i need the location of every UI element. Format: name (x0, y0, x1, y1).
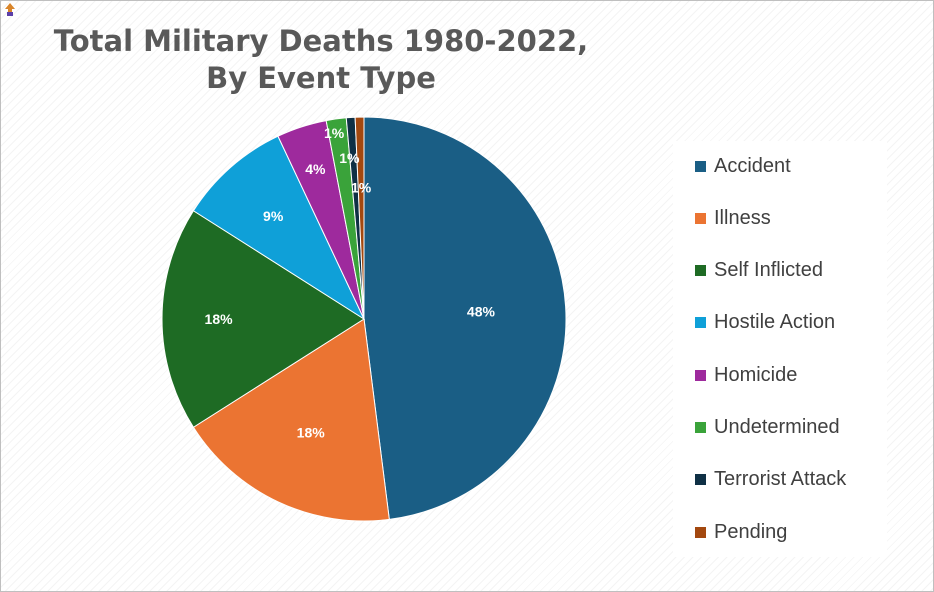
pie-slice-self-inflicted[interactable] (161, 210, 365, 428)
legend-item-homicide[interactable]: Homicide (695, 362, 797, 388)
data-label-homicide: 4% (305, 161, 326, 177)
data-label-pending: 1% (351, 180, 372, 196)
legend-swatch-homicide (695, 369, 706, 381)
legend-item-terrorist-attack[interactable]: Terrorist Attack (695, 467, 846, 493)
legend-item-hostile-action[interactable]: Hostile Action (695, 310, 835, 336)
legend-label-hostile-action: Hostile Action (714, 311, 836, 334)
chart-title-line-1: Total Military Deaths 1980-2022, (53, 24, 589, 58)
legend-label-terrorist-attack: Terrorist Attack (714, 468, 847, 491)
legend-swatch-pending (695, 526, 706, 538)
legend-label-accident: Accident (714, 154, 791, 177)
legend-label-homicide: Homicide (714, 363, 798, 386)
legend-swatch-undetermined (695, 422, 706, 433)
legend-label-illness: Illness (714, 206, 771, 229)
resize-handle-icon (5, 3, 15, 16)
pie-slice-illness[interactable] (192, 318, 390, 522)
legend-swatch-accident (695, 160, 706, 172)
legend-item-undetermined[interactable]: Undetermined (695, 415, 840, 441)
data-label-self-inflicted: 18% (205, 311, 234, 327)
chart-title-line-2: By Event Type (206, 61, 436, 95)
pie-slice-accident[interactable] (363, 116, 567, 520)
legend-swatch-illness (695, 212, 706, 224)
legend-swatch-terrorist-attack (695, 474, 706, 486)
pie-slice-pending[interactable] (354, 116, 365, 320)
legend-swatch-hostile-action (695, 317, 706, 329)
legend-item-accident[interactable]: Accident (695, 153, 791, 179)
data-label-terrorist-attack: 1% (339, 150, 360, 166)
pie-chart: 48% 18% 18% 9% 4% 1% 1% 1% (161, 116, 567, 522)
legend-item-pending[interactable]: Pending (695, 519, 787, 545)
data-label-accident: 48% (467, 304, 496, 320)
data-label-undetermined: 1% (324, 125, 345, 141)
legend-item-self-inflicted[interactable]: Self Inflicted (695, 258, 823, 284)
legend-item-illness[interactable]: Illness (695, 205, 771, 231)
data-label-illness: 18% (297, 424, 326, 440)
legend-label-self-inflicted: Self Inflicted (714, 259, 823, 282)
pie-slice-hostile-action[interactable] (192, 135, 366, 321)
legend-swatch-self-inflicted (695, 265, 706, 277)
data-label-hostile-action: 9% (263, 208, 284, 224)
chart-title: Total Military Deaths 1980-2022, By Even… (41, 23, 601, 97)
legend-label-undetermined: Undetermined (714, 416, 840, 438)
legend: Accident Illness Self Inflicted Hostile Act… (673, 141, 887, 557)
legend-label-pending: Pending (714, 520, 788, 543)
